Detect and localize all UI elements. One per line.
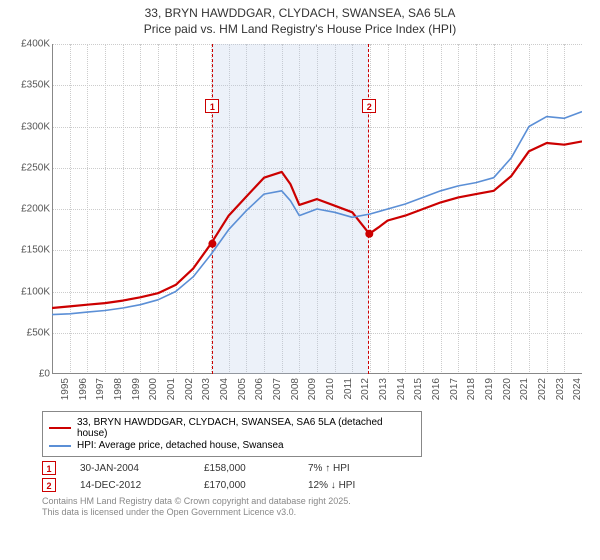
sale-marker xyxy=(365,230,373,238)
ytick-label: £200K xyxy=(10,204,50,215)
footer-attribution: Contains HM Land Registry data © Crown c… xyxy=(42,496,590,519)
sale-row-2: 2 14-DEC-2012 £170,000 12% ↓ HPI xyxy=(42,478,590,492)
legend-swatch-property xyxy=(49,427,71,429)
sale-marker xyxy=(208,240,216,248)
ytick-label: £0 xyxy=(10,369,50,380)
ytick-label: £350K xyxy=(10,80,50,91)
footer-line-1: Contains HM Land Registry data © Crown c… xyxy=(42,496,590,507)
footer-line-2: This data is licensed under the Open Gov… xyxy=(42,507,590,518)
ytick-label: £50K xyxy=(10,327,50,338)
ytick-label: £150K xyxy=(10,245,50,256)
chart-flag: 1 xyxy=(205,99,219,113)
legend-item-property: 33, BRYN HAWDDGAR, CLYDACH, SWANSEA, SA6… xyxy=(49,417,415,439)
sale-flag-2: 2 xyxy=(42,478,56,492)
sale-delta-1: 7% ↑ HPI xyxy=(308,463,408,474)
title-line-1: 33, BRYN HAWDDGAR, CLYDACH, SWANSEA, SA6… xyxy=(10,6,590,22)
ytick-label: £300K xyxy=(10,121,50,132)
ytick-label: £250K xyxy=(10,162,50,173)
title-line-2: Price paid vs. HM Land Registry's House … xyxy=(10,22,590,38)
legend-item-hpi: HPI: Average price, detached house, Swan… xyxy=(49,440,415,451)
sales-table: 1 30-JAN-2004 £158,000 7% ↑ HPI 2 14-DEC… xyxy=(42,461,590,492)
legend-label-hpi: HPI: Average price, detached house, Swan… xyxy=(77,440,284,451)
chart-container: £0 £50K £100K £150K £200K £250K £300K £350K £400… xyxy=(10,39,590,409)
legend-label-property: 33, BRYN HAWDDGAR, CLYDACH, SWANSEA, SA6… xyxy=(77,417,415,439)
sale-flag-1: 1 xyxy=(42,461,56,475)
xtick-label: 2024 xyxy=(572,378,600,400)
series-line-property xyxy=(52,142,582,309)
chart-svg xyxy=(52,44,582,374)
legend-swatch-hpi xyxy=(49,445,71,447)
sale-date-1: 30-JAN-2004 xyxy=(80,463,180,474)
ytick-label: £100K xyxy=(10,286,50,297)
sale-delta-2: 12% ↓ HPI xyxy=(308,480,408,491)
sale-price-1: £158,000 xyxy=(204,463,284,474)
series-line-hpi xyxy=(52,112,582,315)
sale-date-2: 14-DEC-2012 xyxy=(80,480,180,491)
chart-flag: 2 xyxy=(362,99,376,113)
chart-title: 33, BRYN HAWDDGAR, CLYDACH, SWANSEA, SA6… xyxy=(0,0,600,39)
ytick-label: £400K xyxy=(10,39,50,50)
legend: 33, BRYN HAWDDGAR, CLYDACH, SWANSEA, SA6… xyxy=(42,411,422,457)
sale-row-1: 1 30-JAN-2004 £158,000 7% ↑ HPI xyxy=(42,461,590,475)
sale-price-2: £170,000 xyxy=(204,480,284,491)
